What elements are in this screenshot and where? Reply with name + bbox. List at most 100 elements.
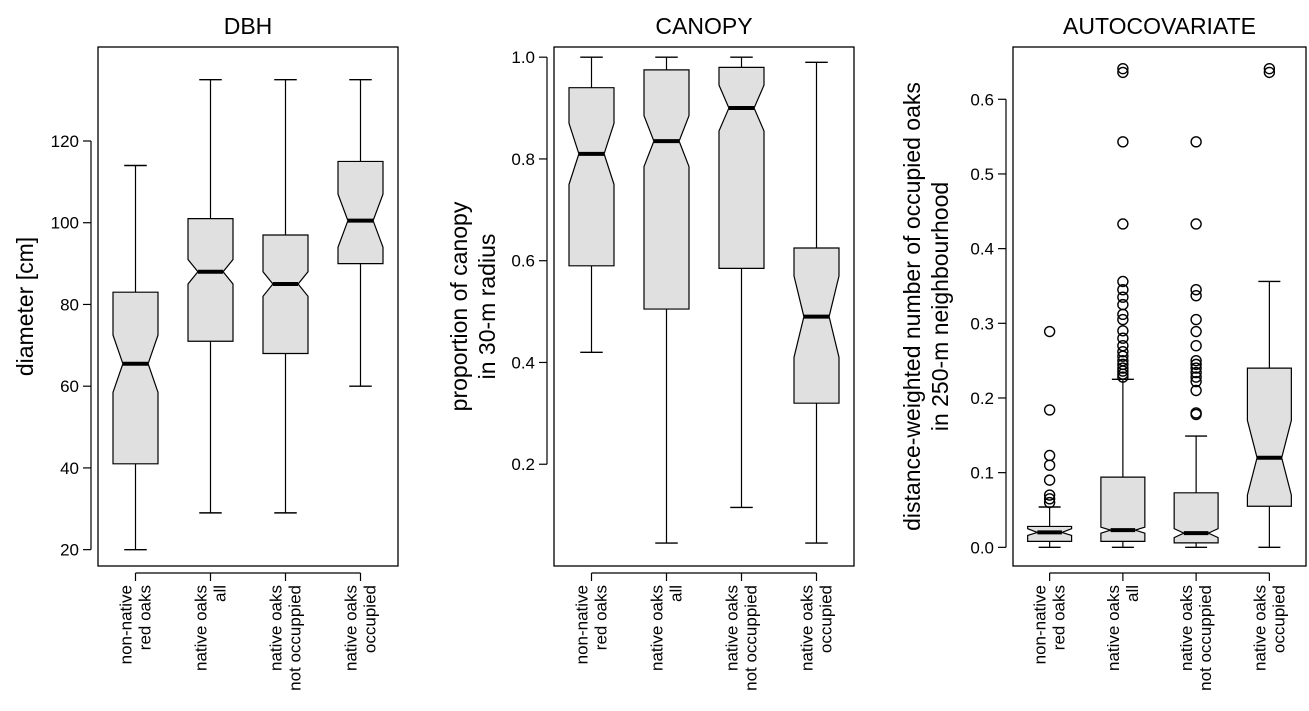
box-4 xyxy=(1246,62,1292,549)
y-tick-label: 0.0 xyxy=(970,538,994,557)
outlier-point xyxy=(1190,358,1202,371)
box-4 xyxy=(793,61,840,544)
category-label: native oaksall xyxy=(192,585,230,671)
category-label: native oaksoccupied xyxy=(1250,585,1288,671)
box-body xyxy=(1246,367,1292,507)
plot-frame xyxy=(1012,46,1307,567)
outlier-point xyxy=(1043,404,1056,416)
outlier-point xyxy=(1117,358,1129,371)
outlier-point xyxy=(1190,371,1202,383)
y-tick-label: 0.8 xyxy=(511,150,535,169)
outlier-point xyxy=(1043,449,1056,462)
outlier-point xyxy=(1117,362,1129,374)
outlier-point xyxy=(1043,459,1056,471)
category-label: native oaksoccupied xyxy=(342,585,380,671)
box-body xyxy=(337,160,384,265)
outlier-point xyxy=(1117,325,1129,337)
outlier-point xyxy=(1117,66,1129,79)
plot-frame xyxy=(97,46,399,567)
outlier-point xyxy=(1117,313,1129,326)
outlier-point xyxy=(1043,496,1056,509)
box-2 xyxy=(643,56,690,544)
box-body xyxy=(1100,476,1146,542)
outlier-point xyxy=(1043,474,1056,486)
category-label: native oaksall xyxy=(648,585,686,671)
outlier-point xyxy=(1117,283,1129,296)
box-body xyxy=(112,291,159,465)
category-label: native oaksall xyxy=(1104,585,1142,671)
box-3 xyxy=(262,78,309,514)
box-body xyxy=(187,218,234,342)
outlier-point xyxy=(1190,407,1202,419)
category-label: native oaksnot occuppied xyxy=(267,585,305,691)
y-tick-label: 120 xyxy=(51,132,79,151)
outlier-point xyxy=(1190,218,1202,230)
chart-panel-2: CANOPY 0.2 0.4 0.6 0.8 1.0 proportion of canop… xyxy=(446,13,855,691)
outlier-point xyxy=(1190,283,1202,296)
outlier-point xyxy=(1117,332,1129,344)
y-tick-label: 0.4 xyxy=(511,353,535,372)
box-1 xyxy=(568,56,615,353)
y-tick-label: 40 xyxy=(60,459,79,478)
box-body xyxy=(262,234,309,355)
box-4 xyxy=(337,78,384,387)
y-axis-label: proportion of canopyin 30-m radius xyxy=(446,201,500,411)
y-axis-label: diameter [cm] xyxy=(12,237,38,376)
y-tick-label: 0.6 xyxy=(970,90,994,109)
y-tick-label: 20 xyxy=(60,541,79,560)
chart-title: AUTOCOVARIATE xyxy=(1063,13,1256,39)
outlier-point xyxy=(1117,298,1129,311)
outlier-point xyxy=(1043,325,1056,338)
outlier-point xyxy=(1190,313,1202,326)
y-tick-label: 100 xyxy=(51,214,79,233)
chart-title: DBH xyxy=(224,13,273,39)
outlier-point xyxy=(1190,375,1202,388)
chart-panel-3: AUTOCOVARIATE 0.0 0.1 0.2 0.3 0.4 0.5 0.6 distan… xyxy=(899,13,1307,691)
box-3 xyxy=(718,56,765,509)
category-label: native oaksnot occuppied xyxy=(1177,585,1215,691)
box-body xyxy=(793,247,840,404)
outlier-point xyxy=(1190,289,1202,302)
box-1 xyxy=(112,164,159,551)
chart-title: CANOPY xyxy=(655,13,752,39)
outlier-point xyxy=(1117,136,1129,148)
box-3 xyxy=(1173,136,1219,549)
y-tick-label: 60 xyxy=(60,377,79,396)
outlier-point xyxy=(1263,62,1276,75)
category-label: native oaksnot occuppied xyxy=(723,585,761,691)
outlier-point xyxy=(1043,493,1056,505)
outlier-point xyxy=(1117,291,1129,303)
plot-frame xyxy=(553,46,855,567)
y-tick-label: 0.4 xyxy=(970,240,994,259)
outlier-point xyxy=(1117,354,1129,367)
y-tick-label: 0.1 xyxy=(970,464,994,483)
y-tick-label: 0.2 xyxy=(511,455,535,474)
box-body xyxy=(568,87,615,267)
box-body xyxy=(643,69,690,310)
outlier-point xyxy=(1190,366,1202,379)
outlier-point xyxy=(1263,66,1276,79)
y-tick-label: 0.5 xyxy=(970,165,994,184)
outlier-point xyxy=(1190,384,1202,397)
category-label: native oaksoccupied xyxy=(798,585,836,671)
outlier-point xyxy=(1190,340,1202,352)
box-body xyxy=(718,66,765,269)
outlier-point xyxy=(1117,275,1129,288)
y-tick-label: 0.3 xyxy=(970,314,994,333)
category-label: non-nativered oaks xyxy=(117,585,155,664)
outlier-point xyxy=(1117,371,1129,383)
outlier-point xyxy=(1117,345,1129,358)
outlier-point xyxy=(1117,218,1129,230)
outlier-point xyxy=(1190,325,1202,338)
outlier-point xyxy=(1190,354,1202,367)
outlier-point xyxy=(1190,136,1202,148)
category-label: non-nativered oaks xyxy=(573,585,611,664)
box-body xyxy=(1173,492,1219,544)
y-tick-label: 80 xyxy=(60,295,79,314)
y-axis-label: distance-weighted number of occupied oak… xyxy=(899,82,953,531)
y-tick-label: 1.0 xyxy=(511,48,535,67)
outlier-point xyxy=(1117,62,1129,75)
y-tick-label: 0.2 xyxy=(970,389,994,408)
category-label: non-nativered oaks xyxy=(1031,585,1069,664)
